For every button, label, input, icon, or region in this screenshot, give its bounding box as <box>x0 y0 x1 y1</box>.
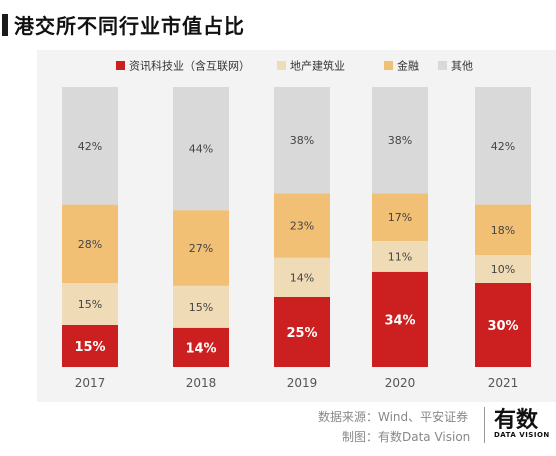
data-label: 14% <box>185 341 216 356</box>
bar-segment <box>475 204 531 255</box>
x-tick-label: 2021 <box>488 376 519 390</box>
legend-label: 地产建筑业 <box>290 59 345 73</box>
data-label: 38% <box>388 134 412 147</box>
bar-segment <box>372 87 428 194</box>
bar-segment <box>62 204 118 283</box>
bar-segment <box>62 87 118 205</box>
legend-label: 其他 <box>451 60 473 73</box>
bar-segment <box>475 87 531 205</box>
bar-segment <box>274 87 330 194</box>
bar-segment <box>372 241 428 272</box>
legend-swatch <box>384 61 393 70</box>
bar-segment <box>274 257 330 297</box>
x-tick-label: 2017 <box>75 376 106 390</box>
data-label: 18% <box>491 224 515 237</box>
data-label: 44% <box>189 143 213 156</box>
data-label: 25% <box>286 326 317 341</box>
data-label: 15% <box>78 298 102 311</box>
data-label: 10% <box>491 263 515 276</box>
brand-tagline: DATA VISION <box>494 431 550 439</box>
data-label: 11% <box>388 250 412 263</box>
bar-segment <box>372 193 428 241</box>
legend-swatch <box>116 61 125 70</box>
bar-segment <box>274 297 330 367</box>
data-label: 42% <box>491 140 515 153</box>
brand-logo: 有数 <box>494 408 539 433</box>
data-label: 17% <box>388 211 412 224</box>
title-accent-bar <box>2 14 8 36</box>
bar-segment <box>475 283 531 367</box>
bar-segment <box>372 271 428 367</box>
bar-segment <box>173 285 229 328</box>
bar-segment <box>475 255 531 283</box>
data-label: 27% <box>189 242 213 255</box>
x-tick-label: 2019 <box>287 376 318 390</box>
bar-segment <box>173 327 229 367</box>
bar-segment <box>62 325 118 367</box>
data-label: 28% <box>78 238 102 251</box>
legend-swatch <box>438 61 447 70</box>
legend-swatch <box>277 61 286 70</box>
page-title: 港交所不同行业市值占比 <box>14 14 245 38</box>
legend-label: 资讯科技业（含互联网） <box>129 59 250 73</box>
bar-segment <box>173 87 229 211</box>
legend-label: 金融 <box>397 59 419 73</box>
data-label: 42% <box>78 140 102 153</box>
data-source: 数据来源：Wind、平安证券 <box>318 410 469 424</box>
data-label: 14% <box>290 271 314 284</box>
data-label: 15% <box>189 301 213 314</box>
data-label: 38% <box>290 134 314 147</box>
data-label: 23% <box>290 220 314 233</box>
bar-segment <box>173 210 229 286</box>
x-tick-label: 2018 <box>186 376 217 390</box>
brand-divider <box>484 407 485 443</box>
data-label: 34% <box>384 313 415 328</box>
chart-credit: 制图：有数Data Vision <box>342 430 471 444</box>
data-label: 30% <box>487 319 518 334</box>
bar-segment <box>62 283 118 325</box>
data-label: 15% <box>74 340 105 355</box>
x-tick-label: 2020 <box>385 376 416 390</box>
bar-segment <box>274 193 330 258</box>
